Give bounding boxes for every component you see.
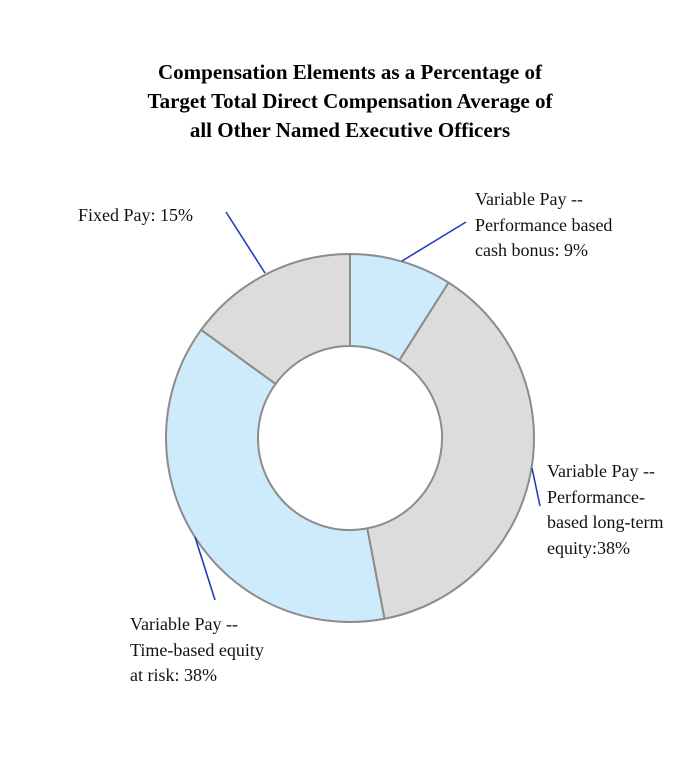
donut-slice-fixed-pay bbox=[199, 252, 351, 386]
chart-title-line-1: Compensation Elements as a Percentage of bbox=[158, 60, 542, 84]
leader-line-time-based-equity bbox=[194, 536, 216, 601]
slice-label-cash-bonus-line-2: Performance based bbox=[475, 214, 613, 235]
donut-slice-time-based-equity bbox=[165, 328, 386, 623]
slice-label-cash-bonus: Variable Pay -- Performance based cash b… bbox=[475, 187, 612, 264]
slice-label-fixed-pay-line-1: Fixed Pay: 15% bbox=[78, 205, 193, 225]
slice-label-long-term-equity: Variable Pay -- Performance- based long-… bbox=[547, 459, 663, 561]
slice-label-long-term-equity-line-2: Performance- bbox=[547, 486, 645, 507]
slice-label-time-based-equity-line-3: at risk: 38% bbox=[130, 665, 217, 685]
slice-label-cash-bonus-line-3: cash bonus: 9% bbox=[475, 240, 588, 260]
slice-label-long-term-equity-line-1: Variable Pay -- bbox=[547, 461, 655, 481]
slice-label-long-term-equity-line-4: equity:38% bbox=[547, 537, 630, 558]
chart-title-line-3: all Other Named Executive Officers bbox=[189, 118, 511, 142]
leader-line-fixed-pay bbox=[225, 211, 266, 274]
slice-label-long-term-equity-line-3: based long-term bbox=[547, 512, 664, 532]
slice-label-cash-bonus-line-1: Variable Pay -- bbox=[475, 189, 583, 209]
leader-line-cash-bonus bbox=[401, 221, 467, 262]
leader-line-long-term-equity bbox=[531, 467, 541, 507]
chart-title-line-2: Target Total Direct Compensation Average… bbox=[147, 89, 553, 113]
slice-label-time-based-equity: Variable Pay -- Time-based equity at ris… bbox=[130, 612, 264, 689]
donut-slice-long-term-equity bbox=[366, 281, 535, 620]
slice-label-fixed-pay: Fixed Pay: 15% bbox=[78, 203, 193, 229]
chart-title: Compensation Elements as a Percentage of… bbox=[0, 58, 700, 145]
slice-label-time-based-equity-line-1: Variable Pay -- bbox=[130, 614, 238, 634]
slice-label-time-based-equity-line-2: Time-based equity bbox=[130, 639, 264, 660]
